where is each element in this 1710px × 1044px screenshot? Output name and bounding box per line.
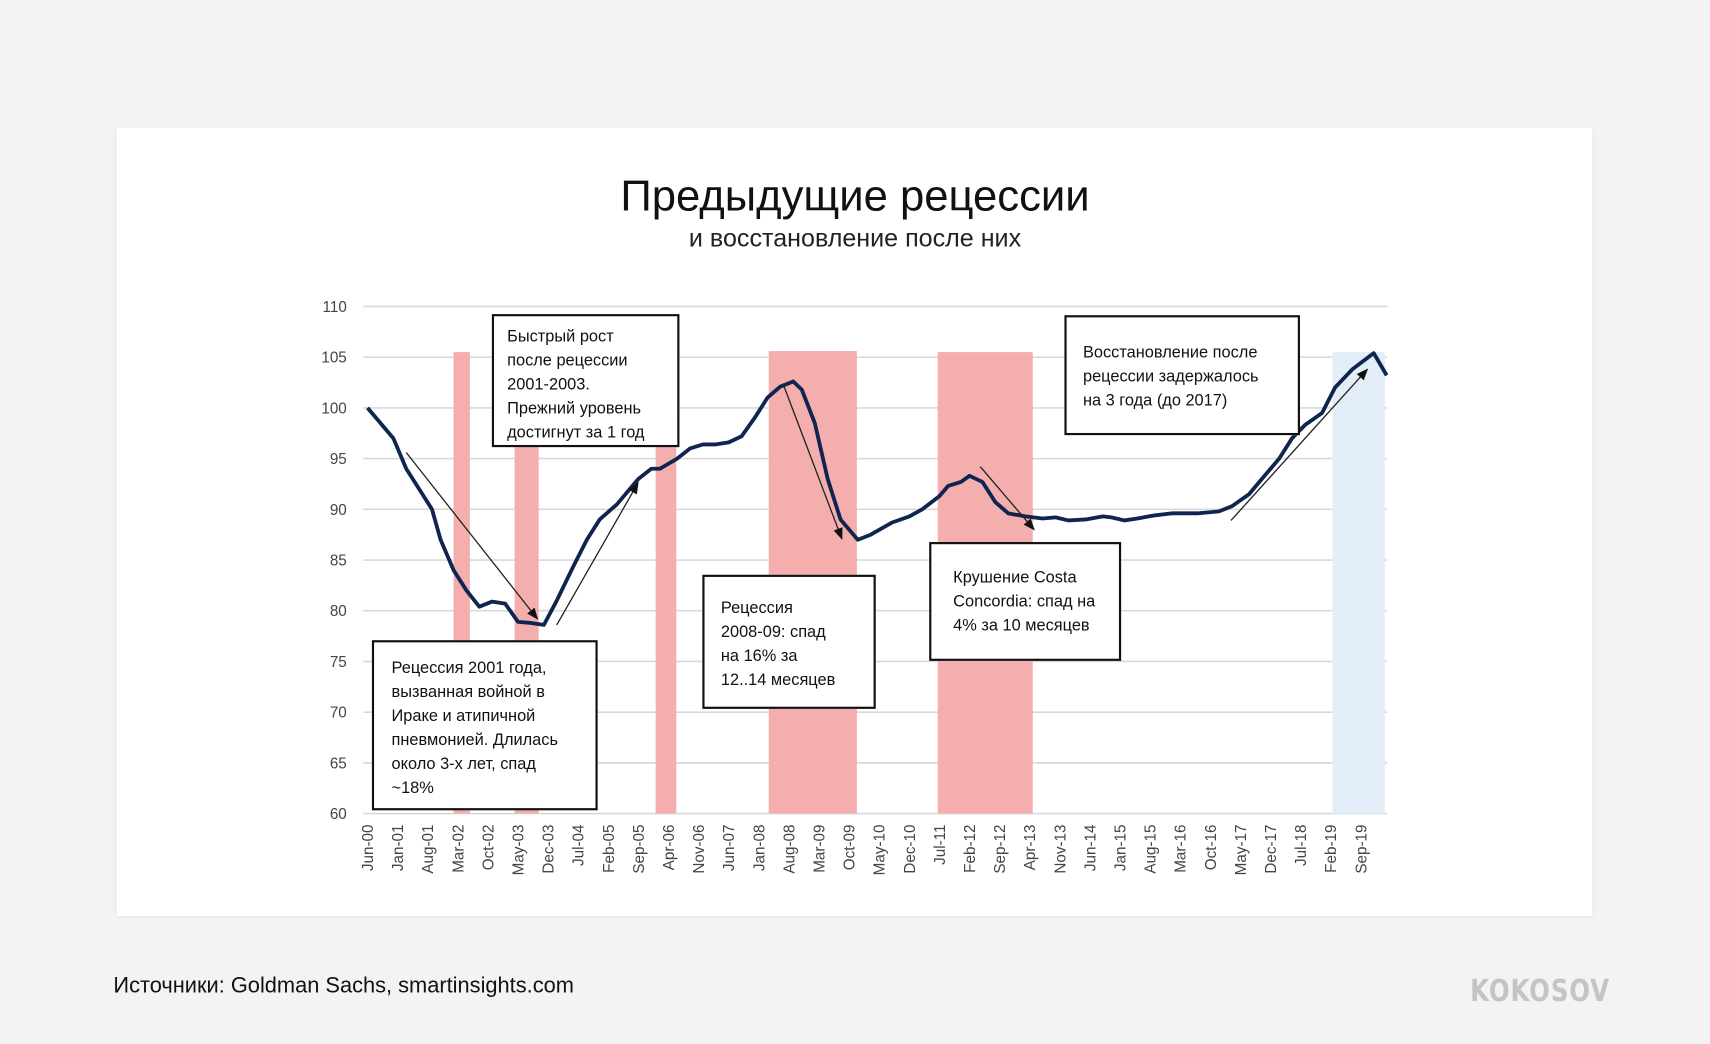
annotation-box: Восстановление после рецессии задержалось… xyxy=(1064,315,1300,436)
annotation-arrow xyxy=(979,466,1035,531)
x-tick-label: Jan-08 xyxy=(751,824,768,871)
brand-logo: KOKOSOV xyxy=(1470,972,1611,1009)
x-tick-label: May-10 xyxy=(872,824,889,875)
y-tick-label: 75 xyxy=(330,654,347,671)
annotation-text: Прежний уровень xyxy=(507,399,642,418)
x-tick-label: Feb-05 xyxy=(601,824,618,872)
x-tick-label: Jul-04 xyxy=(571,824,588,866)
x-tick-label: Dec-03 xyxy=(541,824,558,873)
x-tick-label: Sep-12 xyxy=(992,824,1009,873)
x-tick-label: May-17 xyxy=(1233,824,1250,875)
annotation-arrow xyxy=(782,383,843,540)
y-tick-label: 70 xyxy=(330,705,347,722)
x-tick-label: Feb-12 xyxy=(962,824,979,872)
annotation-arrow xyxy=(405,452,539,620)
annotation-text: Быстрый рост xyxy=(507,327,614,346)
current-band xyxy=(1332,352,1385,814)
x-tick-label: Jun-00 xyxy=(360,824,377,871)
annotation-text: Крушение Costa xyxy=(953,568,1077,587)
y-tick-label: 85 xyxy=(330,552,347,569)
annotation-text: вызванная войной в xyxy=(391,682,545,702)
x-tick-label: Nov-06 xyxy=(691,824,708,873)
x-tick-label: Sep-19 xyxy=(1353,824,1370,873)
annotation-text: 12..14 месяцев xyxy=(720,670,836,690)
y-tick-label: 80 xyxy=(330,603,347,620)
x-tick-label: Jan-15 xyxy=(1112,824,1129,871)
annotation-text: Ираке и атипичной xyxy=(391,706,536,726)
x-tick-label: Mar-16 xyxy=(1173,824,1190,872)
x-tick-label: Jul-18 xyxy=(1293,824,1310,866)
x-tick-label: Oct-02 xyxy=(480,824,497,870)
y-tick-label: 100 xyxy=(321,400,346,417)
annotation-text: достигнут за 1 год xyxy=(507,423,645,442)
annotation-arrow xyxy=(1230,368,1369,521)
annotation-text: пневмонией. Длилась xyxy=(391,730,558,750)
y-tick-label: 65 xyxy=(330,755,347,772)
y-tick-label: 60 xyxy=(330,806,347,823)
x-tick-label: Dec-10 xyxy=(902,824,919,873)
annotation-box: Быстрый рост после рецессии 2001-2003. Преж… xyxy=(491,314,680,448)
annotation-text: рецессии задержалось xyxy=(1082,367,1259,387)
x-tick-label: Apr-13 xyxy=(1022,824,1039,870)
x-tick-label: Feb-19 xyxy=(1323,824,1340,872)
annotation-text: ~18% xyxy=(391,778,434,798)
x-tick-label: Jun-14 xyxy=(1082,824,1099,871)
y-tick-label: 95 xyxy=(330,451,347,468)
x-tick-label: Aug-08 xyxy=(781,824,798,873)
annotation-text: на 16% за xyxy=(720,646,798,666)
annotation-text: 2001-2003. xyxy=(507,375,590,394)
x-tick-label: Dec-17 xyxy=(1263,824,1280,873)
annotation-text: Concordia: спад на xyxy=(953,592,1096,611)
source-note: Источники: Goldman Sachs, smartinsights.… xyxy=(113,973,574,998)
x-tick-label: Apr-06 xyxy=(661,824,678,870)
annotation-text: после рецессии xyxy=(507,351,628,370)
annotation-box: Рецессия 2008-09: спад на 16% за 12..14 мес… xyxy=(702,574,876,709)
x-tick-label: Oct-09 xyxy=(842,824,859,870)
x-tick-label: Jul-11 xyxy=(932,824,949,864)
x-tick-label: Aug-15 xyxy=(1143,824,1160,873)
y-tick-label: 110 xyxy=(322,299,346,316)
y-tick-label: 90 xyxy=(330,502,347,519)
annotation-text: 4% за 10 месяцев xyxy=(953,616,1090,635)
chart-subtitle: и восстановление после них xyxy=(688,223,1022,252)
x-tick-label: Mar-02 xyxy=(450,824,467,872)
annotation-text: Рецессия 2001 года, xyxy=(391,658,547,678)
x-tick-label: Sep-05 xyxy=(631,824,648,873)
x-tick-label: Mar-09 xyxy=(811,824,828,872)
annotation-box: Рецессия 2001 года, вызванная войной в Ира… xyxy=(371,640,598,811)
x-tick-label: Nov-13 xyxy=(1052,824,1069,873)
annotation-box: Крушение Costa Concordia: спад на 4% за 10… xyxy=(929,542,1122,661)
annotation-text: около 3-х лет, спад xyxy=(391,754,536,774)
x-tick-label: Aug-01 xyxy=(420,824,437,873)
annotation-text: Рецессия xyxy=(720,598,793,618)
y-tick-label: 105 xyxy=(321,350,346,367)
annotation-text: на 3 года (до 2017) xyxy=(1082,391,1228,411)
annotation-arrow xyxy=(556,481,639,626)
annotation-text: Восстановление после xyxy=(1082,343,1258,363)
annotation-text: 2008-09: спад xyxy=(720,622,826,642)
x-tick-label: May-03 xyxy=(510,824,527,875)
x-tick-label: Jun-07 xyxy=(721,824,738,871)
series-line xyxy=(366,351,1389,627)
x-tick-label: Oct-16 xyxy=(1203,824,1220,870)
x-tick-label: Jan-01 xyxy=(390,824,407,871)
chart-title: Предыдущие рецессии xyxy=(620,172,1090,221)
